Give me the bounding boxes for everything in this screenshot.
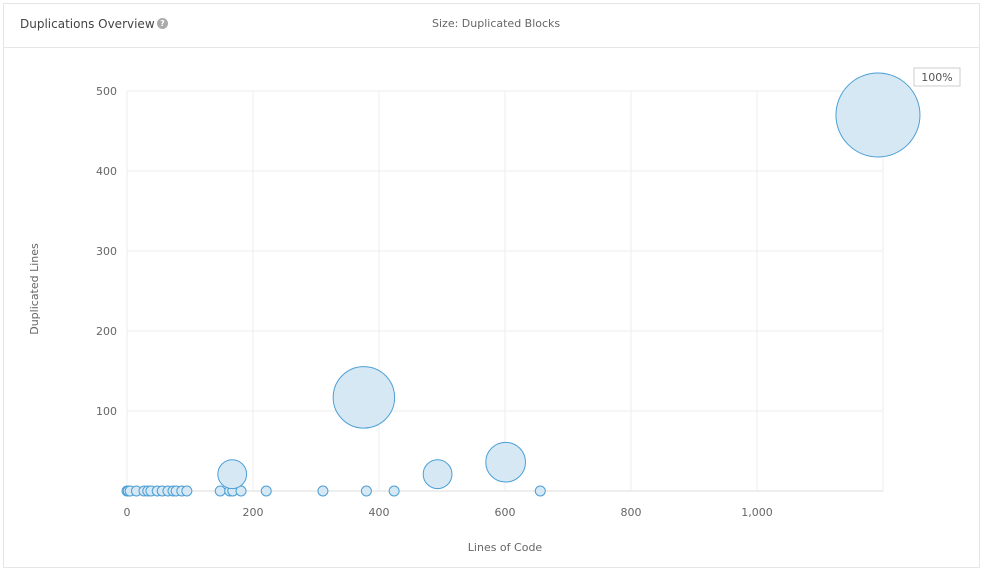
x-tick-label: 1,000 (741, 506, 773, 519)
x-tick-label: 400 (369, 506, 390, 519)
y-axis-label: Duplicated Lines (28, 243, 41, 335)
bubble[interactable] (317, 485, 329, 497)
bubble[interactable] (422, 459, 453, 490)
bubble[interactable] (181, 485, 193, 497)
bubble[interactable] (217, 459, 248, 490)
chart-grid (126, 90, 884, 492)
bubble[interactable] (485, 441, 526, 483)
x-tick-label: 200 (243, 506, 264, 519)
bubble[interactable] (332, 366, 396, 429)
bubbles (121, 72, 921, 497)
x-axis-ticks: 0 200 400 600 800 1,000 (124, 506, 773, 519)
y-tick-label: 500 (96, 85, 117, 98)
bubble[interactable] (534, 485, 546, 497)
x-tick-label: 0 (124, 506, 131, 519)
page-title: Duplications Overview (20, 17, 155, 31)
bubble[interactable] (360, 485, 372, 497)
x-tick-label: 600 (495, 506, 516, 519)
size-legend-label: Size: Duplicated Blocks (432, 17, 561, 30)
y-tick-label: 400 (96, 165, 117, 178)
x-axis-label: Lines of Code (468, 541, 543, 554)
help-icon[interactable]: ? (157, 18, 168, 29)
y-tick-label: 200 (96, 325, 117, 338)
y-tick-label: 300 (96, 245, 117, 258)
y-axis-ticks: 100 200 300 400 500 (96, 85, 117, 418)
bubble[interactable] (835, 72, 921, 158)
bubble[interactable] (260, 485, 272, 497)
tooltip-label: 100% (921, 71, 952, 84)
y-tick-label: 100 (96, 405, 117, 418)
card-header: Duplications Overview ? Size: Duplicated… (4, 4, 979, 48)
tooltip: 100% (913, 67, 961, 87)
bubble[interactable] (214, 485, 226, 497)
x-tick-label: 800 (621, 506, 642, 519)
bubble[interactable] (388, 485, 400, 497)
